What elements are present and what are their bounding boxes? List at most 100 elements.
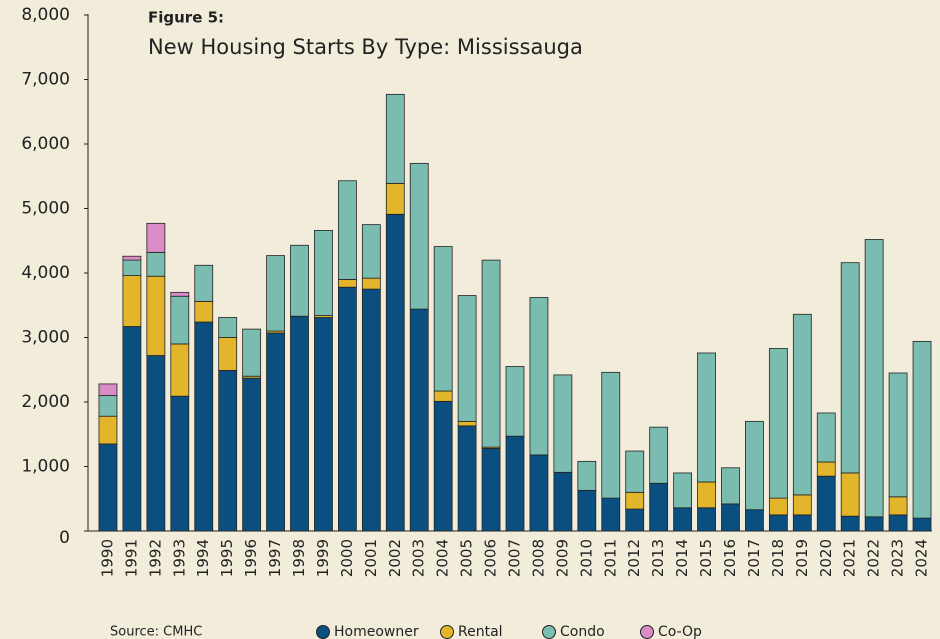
- bar-segment: [122, 255, 142, 261]
- x-tick-label: 2004: [434, 539, 452, 577]
- bar-segment: [170, 343, 190, 397]
- x-tick-label: 2022: [865, 539, 883, 577]
- bar-segment: [792, 494, 812, 516]
- bar-segment: [721, 503, 740, 532]
- bar-segment: [888, 372, 908, 498]
- bar-segment: [625, 491, 645, 510]
- bar-segment: [768, 514, 788, 532]
- x-tick-label: 2009: [553, 539, 571, 577]
- bar-segment: [457, 295, 477, 422]
- bar-segment: [409, 162, 429, 310]
- bar-segment: [601, 497, 621, 532]
- bar-segment: [98, 395, 118, 417]
- legend-label: Rental: [458, 624, 503, 639]
- bar-segment: [768, 497, 788, 516]
- bar-segment: [242, 328, 262, 377]
- legend-label: Condo: [560, 624, 605, 639]
- bar-segment: [649, 426, 669, 484]
- legend-swatch: [542, 625, 556, 639]
- bar-segment: [792, 514, 812, 532]
- chart-title: New Housing Starts By Type: Mississauga: [148, 35, 583, 59]
- x-tick-label: 1998: [290, 539, 308, 577]
- x-tick-label: 2011: [601, 539, 619, 577]
- x-tick-label: 1996: [242, 539, 260, 577]
- bar-segment: [697, 507, 716, 532]
- bar-segment: [673, 507, 692, 532]
- bar-segment: [337, 286, 357, 532]
- x-tick-label: 2018: [769, 539, 787, 577]
- bar-segment: [122, 275, 142, 327]
- bar-segment: [146, 222, 166, 253]
- bar-segment: [529, 297, 549, 456]
- x-tick-label: 2024: [913, 539, 931, 577]
- bar-segment: [433, 390, 453, 402]
- bar-segment: [745, 509, 764, 532]
- bar-segment: [745, 420, 764, 511]
- bar-segment: [146, 251, 166, 277]
- bar-segment: [218, 369, 238, 532]
- bar-segment: [601, 371, 621, 499]
- y-tick-label: 3,000: [21, 328, 70, 348]
- bar-segment: [577, 460, 597, 491]
- y-tick-label: 0: [59, 528, 70, 548]
- x-tick-label: 2008: [529, 539, 547, 577]
- bar-segment: [98, 383, 118, 396]
- bar-segment: [146, 355, 166, 532]
- y-tick-label: 1,000: [21, 457, 70, 477]
- x-tick-label: 2020: [817, 539, 835, 577]
- bar-segment: [194, 300, 214, 323]
- y-tick-label: 2,000: [21, 392, 70, 412]
- bar-segment: [840, 472, 860, 517]
- bar-segment: [361, 277, 381, 290]
- bar-segment: [912, 340, 932, 519]
- bar-segment: [864, 239, 884, 518]
- x-tick-label: 2012: [625, 539, 643, 577]
- bar-segment: [385, 93, 405, 184]
- bar-segment: [266, 255, 285, 332]
- bar-segment: [625, 450, 645, 493]
- x-tick-label: 2002: [386, 539, 404, 577]
- bar-segment: [194, 321, 214, 532]
- bar-segment: [840, 262, 860, 474]
- bar-segment: [122, 326, 142, 532]
- x-tick-label: 2013: [649, 539, 667, 577]
- x-tick-label: 1997: [266, 539, 284, 577]
- bar-segment: [553, 374, 573, 473]
- bar-segment: [146, 275, 166, 356]
- bar-segment: [457, 425, 477, 532]
- x-tick-label: 2017: [745, 539, 763, 577]
- x-tick-label: 2010: [577, 539, 595, 577]
- bar-segment: [577, 489, 597, 532]
- bar-segment: [697, 352, 716, 483]
- bar-segment: [337, 180, 357, 280]
- bar-segment: [433, 246, 453, 392]
- y-tick-label: 7,000: [21, 70, 70, 90]
- bar-segment: [505, 435, 525, 532]
- x-tick-label: 2015: [697, 539, 715, 577]
- x-tick-label: 1990: [98, 539, 116, 577]
- x-tick-label: 2003: [410, 539, 428, 577]
- bar-segment: [816, 475, 836, 532]
- x-tick-label: 2019: [793, 539, 811, 577]
- bar-segment: [649, 482, 669, 532]
- bar-segment: [457, 420, 477, 427]
- legend-label: Co-Op: [658, 624, 702, 639]
- bar-segment: [912, 517, 932, 532]
- x-tick-label: 2023: [889, 539, 907, 577]
- bar-segment: [697, 481, 716, 509]
- bar-segment: [361, 288, 381, 532]
- y-tick-label: 5,000: [21, 199, 70, 219]
- y-tick-label: 8,000: [21, 5, 70, 25]
- bar-segment: [792, 313, 812, 496]
- bar-segment: [888, 496, 908, 516]
- bar-segment: [481, 448, 501, 532]
- bar-segment: [888, 514, 908, 532]
- bar-segment: [290, 315, 309, 532]
- x-tick-label: 1999: [314, 539, 332, 577]
- x-tick-label: 2021: [841, 539, 859, 577]
- bar-segment: [433, 400, 453, 532]
- bar-segment: [529, 454, 549, 532]
- bar-segment: [218, 317, 238, 338]
- bar-segment: [481, 259, 501, 448]
- figure-label: Figure 5:: [148, 9, 224, 27]
